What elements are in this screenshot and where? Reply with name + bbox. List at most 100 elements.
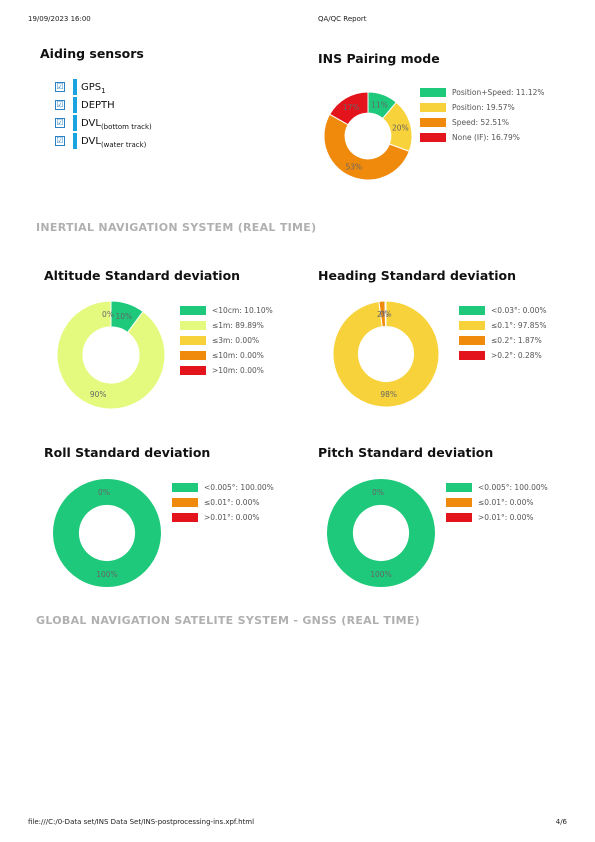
- legend-swatch: [459, 336, 485, 345]
- legend-swatch: [446, 513, 472, 522]
- legend-item-0-2[interactable]: >0.2°: 0.28%: [459, 348, 546, 363]
- legend-swatch: [459, 321, 485, 330]
- legend-label: ≤0.2°: 1.87%: [491, 336, 542, 345]
- ins-pairing-title: INS Pairing mode: [318, 51, 440, 66]
- sensor-bar: [73, 133, 77, 149]
- legend-swatch: [420, 88, 446, 97]
- legend-swatch: [446, 498, 472, 507]
- slice-0-1: [332, 300, 440, 408]
- legend-item-10m[interactable]: ≤10m: 0.00%: [180, 348, 273, 363]
- legend-label: ≤0.01°: 0.00%: [204, 498, 260, 507]
- slice-label-position: 20%: [392, 123, 409, 132]
- file-path: file:///C:/0-Data set/INS Data Set/INS-p…: [28, 818, 255, 826]
- legend-label: >10m: 0.00%: [212, 366, 264, 375]
- legend-label: ≤10m: 0.00%: [212, 351, 264, 360]
- slice-0-005: [327, 479, 435, 587]
- zero-slice-label: 0%: [102, 310, 114, 319]
- legend-item-0-01[interactable]: >0.01°: 0.00%: [172, 510, 274, 525]
- sensor-bar: [73, 115, 77, 131]
- legend-label: <10cm: 10.10%: [212, 306, 273, 315]
- slice-label-1m: 90%: [90, 390, 107, 399]
- legend-swatch: [459, 351, 485, 360]
- legend-item-0-01[interactable]: ≤0.01°: 0.00%: [446, 495, 548, 510]
- legend-item-10m[interactable]: >10m: 0.00%: [180, 363, 273, 378]
- aiding-sensors-list: ☑ GPS1 ☑ DEPTH ☑ DVL(bottom track) ☑ DVL…: [55, 78, 152, 150]
- legend-item-0-01[interactable]: >0.01°: 0.00%: [446, 510, 548, 525]
- legend-item-none-if[interactable]: None (IF): 16.79%: [420, 130, 545, 145]
- legend-label: <0.005°: 100.00%: [478, 483, 548, 492]
- legend-item-0-005[interactable]: <0.005°: 100.00%: [446, 480, 548, 495]
- legend-item-10cm[interactable]: <10cm: 10.10%: [180, 303, 273, 318]
- legend-swatch: [180, 351, 206, 360]
- legend-swatch: [180, 321, 206, 330]
- legend-label: >0.01°: 0.00%: [204, 513, 260, 522]
- legend-swatch: [172, 483, 198, 492]
- report-title: QA/QC Report: [318, 15, 367, 23]
- slice-0-2: [384, 300, 387, 327]
- sensor-bar: [73, 97, 77, 113]
- slice-label-0-2: 0%: [380, 310, 392, 319]
- legend-swatch: [172, 513, 198, 522]
- legend-label: ≤1m: 89.89%: [212, 321, 264, 330]
- checkbox-icon[interactable]: ☑: [55, 100, 65, 110]
- roll-sd-donut: 100% 0%: [53, 479, 161, 587]
- sensor-name: DVL(bottom track): [81, 117, 152, 131]
- roll-sd-title: Roll Standard deviation: [44, 445, 211, 460]
- legend-swatch: [180, 366, 206, 375]
- legend-item-0-2[interactable]: ≤0.2°: 1.87%: [459, 333, 546, 348]
- slice-speed: [323, 113, 410, 181]
- checkbox-icon[interactable]: ☑: [55, 82, 65, 92]
- legend-label: >0.01°: 0.00%: [478, 513, 534, 522]
- legend-item-1m[interactable]: ≤1m: 89.89%: [180, 318, 273, 333]
- checkbox-icon[interactable]: ☑: [55, 118, 65, 128]
- legend-label: ≤0.01°: 0.00%: [478, 498, 534, 507]
- legend-swatch: [446, 483, 472, 492]
- slice-label-none-if: 17%: [343, 103, 360, 112]
- legend-swatch: [420, 118, 446, 127]
- report-datetime: 19/09/2023 16:00: [28, 15, 91, 23]
- pitch-sd-legend: <0.005°: 100.00% ≤0.01°: 0.00% >0.01°: 0.0…: [446, 480, 548, 525]
- slice-label-0-2: 2%: [377, 310, 389, 319]
- slice-1m: [56, 300, 166, 410]
- legend-swatch: [420, 103, 446, 112]
- legend-label: <0.005°: 100.00%: [204, 483, 274, 492]
- heading-sd-title: Heading Standard deviation: [318, 268, 517, 283]
- legend-item-position[interactable]: Position: 19.57%: [420, 100, 545, 115]
- heading-sd-legend: <0.03°: 0.00% ≤0.1°: 97.85% ≤0.2°: 1.87% >0…: [459, 303, 546, 363]
- sensor-bar: [73, 79, 77, 95]
- heading-sd-donut: 98% 2%0%: [332, 300, 440, 408]
- legend-swatch: [459, 306, 485, 315]
- slice-label-speed: 53%: [346, 162, 363, 171]
- legend-label: ≤3m: 0.00%: [212, 336, 260, 345]
- checkbox-icon[interactable]: ☑: [55, 136, 65, 146]
- legend-item-position-speed[interactable]: Position+Speed: 11.12%: [420, 85, 545, 100]
- sensor-item: ☑ DEPTH: [55, 96, 152, 114]
- legend-swatch: [180, 306, 206, 315]
- legend-item-speed[interactable]: Speed: 52.51%: [420, 115, 545, 130]
- sensor-name: DVL(water track): [81, 135, 147, 149]
- legend-swatch: [180, 336, 206, 345]
- pitch-sd-title: Pitch Standard deviation: [318, 445, 494, 460]
- legend-label: None (IF): 16.79%: [452, 133, 520, 142]
- ins-pairing-donut: 11% 20% 53% 17%: [323, 91, 413, 181]
- legend-item-0-005[interactable]: <0.005°: 100.00%: [172, 480, 274, 495]
- sensor-name: DEPTH: [81, 99, 115, 111]
- legend-swatch: [420, 133, 446, 142]
- slice-label-0-1: 98%: [380, 390, 397, 399]
- page-number: 4/6: [555, 818, 567, 826]
- altitude-sd-donut: 10% 90% 0%: [56, 300, 166, 410]
- legend-label: Speed: 52.51%: [452, 118, 510, 127]
- legend-item-0-03[interactable]: <0.03°: 0.00%: [459, 303, 546, 318]
- slice-label-0-005: 100%: [370, 570, 391, 579]
- sensor-item: ☑ GPS1: [55, 78, 152, 96]
- slice-label-position-speed: 11%: [371, 101, 388, 110]
- sensor-item: ☑ DVL(bottom track): [55, 114, 152, 132]
- legend-item-3m[interactable]: ≤3m: 0.00%: [180, 333, 273, 348]
- aiding-sensors-title: Aiding sensors: [40, 46, 144, 61]
- gnss-section-heading: GLOBAL NAVIGATION SATELITE SYSTEM - GNSS…: [36, 614, 420, 627]
- legend-item-0-01[interactable]: ≤0.01°: 0.00%: [172, 495, 274, 510]
- legend-swatch: [172, 498, 198, 507]
- altitude-sd-legend: <10cm: 10.10% ≤1m: 89.89% ≤3m: 0.00% ≤10m: …: [180, 303, 273, 378]
- pitch-sd-donut: 100% 0%: [327, 479, 435, 587]
- legend-item-0-1[interactable]: ≤0.1°: 97.85%: [459, 318, 546, 333]
